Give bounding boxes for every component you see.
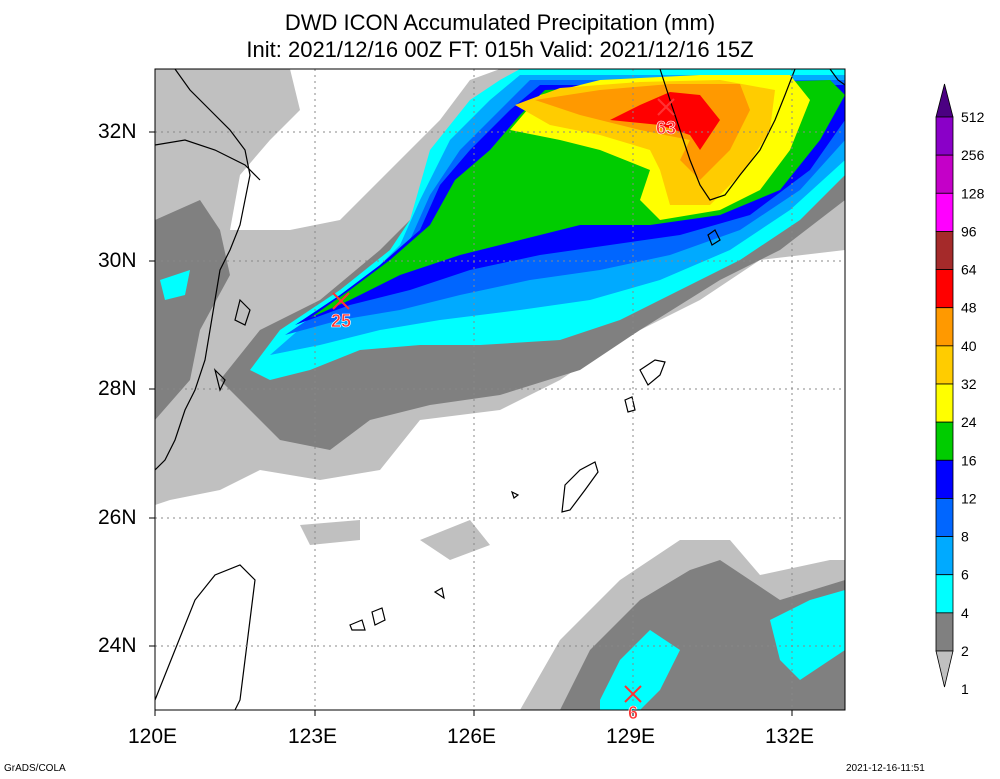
precip-2mm-coast xyxy=(155,200,230,420)
max-label-6: 6 xyxy=(628,703,638,723)
colorbar-segment xyxy=(935,192,954,232)
colorbar-segment xyxy=(935,574,954,614)
colorbar-segment xyxy=(935,421,954,461)
precip-field xyxy=(155,69,845,710)
coastal-island xyxy=(213,368,226,392)
max-marker-63: 63 xyxy=(656,98,676,138)
colorbar-level-label: 6 xyxy=(961,567,969,583)
colorbar-segment xyxy=(935,498,954,537)
lon-label-132e: 132E xyxy=(765,725,815,748)
colorbar-segment xyxy=(935,154,954,194)
sakishima-island xyxy=(371,607,386,626)
map-subtitle: Init: 2021/12/16 00Z FT: 015h Valid: 202… xyxy=(246,37,754,62)
footer-credit: GrADS/COLA xyxy=(4,763,66,774)
colorbar-arrow-top xyxy=(935,83,954,118)
shikoku-coast xyxy=(829,69,845,86)
lat-label-26n: 26N xyxy=(98,506,137,529)
colorbar-segment xyxy=(935,231,954,270)
small-island xyxy=(510,490,520,499)
lat-label-28n: 28N xyxy=(98,377,137,400)
max-label-63: 63 xyxy=(656,118,676,138)
amami-island-north xyxy=(624,396,636,413)
colorbar-level-label: 256 xyxy=(961,147,985,163)
tick-marks xyxy=(149,131,793,716)
colorbar-level-label: 48 xyxy=(961,300,977,316)
colorbar-arrow-bottom xyxy=(935,650,954,688)
max-label-25: 25 xyxy=(331,311,351,331)
max-marker-6: 6 xyxy=(624,685,642,723)
colorbar-segment xyxy=(935,116,954,156)
kyushu-coast xyxy=(659,69,796,201)
lat-label-24n: 24N xyxy=(98,634,137,657)
precip-4mm-south xyxy=(600,630,680,710)
lon-label-126e: 126E xyxy=(447,725,497,748)
yangtze-coast xyxy=(155,139,261,181)
taiwan-coast xyxy=(155,564,256,710)
colorbar-level-label: 1 xyxy=(961,681,969,697)
max-marker-25: 25 xyxy=(331,292,351,331)
colorbar-level-label: 2 xyxy=(961,643,969,659)
precip-1mm-patch xyxy=(420,520,490,560)
lon-label-123e: 123E xyxy=(288,725,338,748)
colorbar-level-label: 64 xyxy=(961,262,977,278)
colorbar-level-label: 8 xyxy=(961,529,969,545)
colorbar-segment xyxy=(935,345,954,385)
colorbar-level-label: 12 xyxy=(961,490,977,506)
precip-48mm xyxy=(610,92,720,150)
china-coast xyxy=(155,69,251,471)
colorbar-level-label: 4 xyxy=(961,605,969,621)
colorbar-segment xyxy=(935,536,954,576)
zhoushan-island xyxy=(234,298,251,326)
colorbar-level-label: 40 xyxy=(961,338,977,354)
map-title: DWD ICON Accumulated Precipitation (mm) xyxy=(284,10,716,35)
lat-label-32n: 32N xyxy=(98,120,137,143)
colorbar-level-label: 96 xyxy=(961,223,977,239)
precip-4mm-east xyxy=(770,590,845,680)
gridlines xyxy=(155,69,845,710)
colorbar-segment xyxy=(935,459,954,499)
precip-4mm-west xyxy=(160,270,190,300)
yakushima-island xyxy=(707,229,721,246)
colorbar-level-label: 32 xyxy=(961,376,977,392)
sakishima-island xyxy=(349,619,366,631)
colorbar-segment xyxy=(935,307,954,347)
colorbar-level-label: 16 xyxy=(961,452,977,468)
lon-label-129e: 129E xyxy=(606,725,656,748)
lon-label-120e: 120E xyxy=(128,725,178,748)
colorbar-level-label: 512 xyxy=(961,109,985,125)
tanegashima-island xyxy=(639,359,666,386)
footer-timestamp: 2021-12-16-11:51 xyxy=(846,763,925,774)
lat-label-30n: 30N xyxy=(98,249,137,272)
colorbar-segment xyxy=(935,383,954,423)
coastlines xyxy=(155,69,845,710)
colorbar-segment xyxy=(935,612,954,652)
colorbar-segment xyxy=(935,269,954,309)
okinawa-small-island xyxy=(433,587,445,600)
colorbar-level-label: 128 xyxy=(961,185,985,201)
amami-island xyxy=(561,461,599,513)
colorbar-level-label: 24 xyxy=(961,414,977,430)
